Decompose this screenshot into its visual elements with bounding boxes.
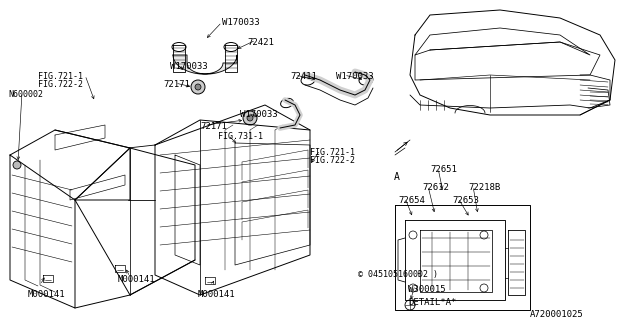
Text: FIG.721-1: FIG.721-1 — [310, 148, 355, 157]
Circle shape — [480, 231, 488, 239]
Text: 72653: 72653 — [452, 196, 479, 205]
Text: W170033: W170033 — [336, 72, 374, 81]
Text: A: A — [394, 172, 400, 182]
Text: 72421: 72421 — [247, 38, 274, 47]
Text: W170033: W170033 — [170, 62, 207, 71]
Polygon shape — [173, 55, 237, 74]
Circle shape — [405, 300, 415, 310]
Circle shape — [243, 111, 257, 125]
Text: M000141: M000141 — [198, 290, 236, 299]
Text: 72651: 72651 — [430, 165, 457, 174]
Text: W170033: W170033 — [222, 18, 260, 27]
Text: 72171: 72171 — [200, 122, 227, 131]
Text: 72411: 72411 — [290, 72, 317, 81]
Text: 72612: 72612 — [422, 183, 449, 192]
Circle shape — [247, 115, 253, 121]
Text: W170033: W170033 — [240, 110, 278, 119]
Text: 72218B: 72218B — [468, 183, 500, 192]
Text: 72654: 72654 — [398, 196, 425, 205]
Text: M000141: M000141 — [28, 290, 66, 299]
Text: W300015: W300015 — [408, 285, 445, 294]
Text: A720001025: A720001025 — [530, 310, 584, 319]
Text: M000141: M000141 — [118, 275, 156, 284]
Circle shape — [409, 231, 417, 239]
Text: © 0451051600Ð2 ): © 0451051600Ð2 ) — [358, 270, 438, 279]
Circle shape — [191, 80, 205, 94]
Circle shape — [480, 284, 488, 292]
Circle shape — [195, 84, 201, 90]
Text: DETAIL*A*: DETAIL*A* — [408, 298, 456, 307]
Text: 72171: 72171 — [163, 80, 190, 89]
Circle shape — [409, 284, 417, 292]
Circle shape — [13, 161, 21, 169]
Text: FIG.721-1: FIG.721-1 — [38, 72, 83, 81]
Text: FIG.722-2: FIG.722-2 — [38, 80, 83, 89]
Text: FIG.722-2: FIG.722-2 — [310, 156, 355, 165]
Text: N600002: N600002 — [8, 90, 43, 99]
Text: FIG.731-1: FIG.731-1 — [218, 132, 263, 141]
